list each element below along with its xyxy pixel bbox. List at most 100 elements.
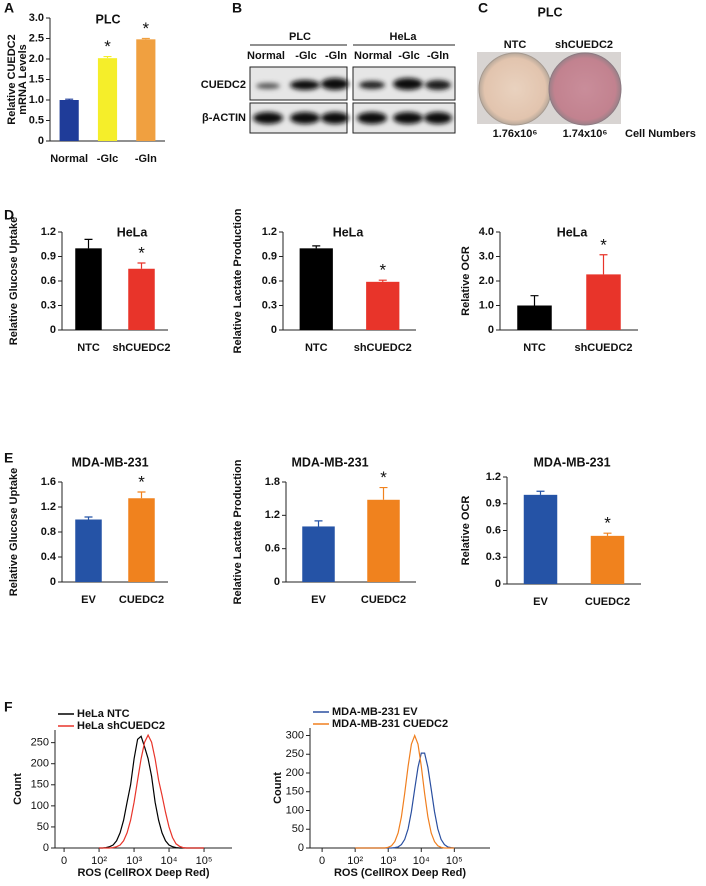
bar <box>75 519 102 582</box>
significance: * <box>138 472 145 491</box>
error-bar <box>603 532 612 536</box>
y-tick-label: 0 <box>43 842 49 854</box>
bar <box>302 526 335 582</box>
blot-group: PLC <box>289 31 311 43</box>
y-tick-label: 0.9 <box>41 250 56 262</box>
y-axis-label: Relative Lactate Production <box>232 459 244 604</box>
y-tick-label: 1.2 <box>41 501 56 513</box>
y-tick-label: 0 <box>274 576 280 588</box>
y-tick-label: 0.8 <box>41 526 56 538</box>
x-tick-label: 0 <box>319 855 325 867</box>
error-bar <box>141 37 150 40</box>
legend-label: MDA-MB-231 EV <box>332 706 418 718</box>
western-blot: PLC HeLa Normal -Glc -Gln Normal -Glc -G… <box>201 31 456 134</box>
y-tick-label: 0 <box>495 578 501 590</box>
y-tick-label: 1.2 <box>262 226 277 238</box>
x-tick-label: -Glc <box>97 153 118 165</box>
y-tick-label: 1.6 <box>41 476 56 488</box>
x-tick-label: 10² <box>91 855 107 867</box>
significance: * <box>143 19 150 38</box>
y-tick-label: 0.3 <box>41 299 56 311</box>
y-tick-label: 0 <box>298 842 304 854</box>
x-tick-label: CUEDC2 <box>119 594 164 606</box>
y-tick-label: 300 <box>286 729 304 741</box>
significance: * <box>600 235 607 254</box>
x-tick-label: 10⁴ <box>161 855 178 867</box>
y-tick-label: 0.9 <box>486 498 501 510</box>
chart-title: HeLa <box>117 225 149 239</box>
x-tick-label: shCUEDC2 <box>354 342 412 354</box>
panel-label: A <box>4 0 14 16</box>
lane-label: -Glc <box>398 50 419 62</box>
chart-title: MDA-MB-231 <box>533 455 610 469</box>
y-tick-label: 2.5 <box>29 32 44 44</box>
y-tick-label: 2.0 <box>29 53 44 65</box>
y-axis-label: Count <box>272 772 284 804</box>
plate-title: PLC <box>538 5 563 19</box>
x-tick-label: EV <box>81 594 96 606</box>
x-tick-label: NTC <box>305 342 328 354</box>
x-tick-label: CUEDC2 <box>585 596 630 608</box>
y-axis-label: mRNA Levels <box>17 44 29 115</box>
y-tick-label: 0.6 <box>41 275 56 287</box>
y-tick-label: 1.2 <box>265 509 280 521</box>
x-tick-label: 10³ <box>380 855 396 867</box>
error-bar <box>312 245 321 249</box>
y-tick-label: 0 <box>488 324 494 336</box>
y-tick-label: 150 <box>286 786 304 798</box>
y-tick-label: 1.8 <box>265 476 280 488</box>
y-tick-label: 3.0 <box>479 250 494 262</box>
x-tick-label: 10³ <box>126 855 142 867</box>
y-tick-label: 0.6 <box>265 543 280 555</box>
bar <box>59 100 79 141</box>
cell-count-label: Cell Numbers <box>625 128 696 140</box>
x-tick-label: 10⁵ <box>446 855 463 867</box>
y-tick-label: 200 <box>31 758 49 770</box>
panel-label: B <box>232 0 242 16</box>
lane-label: Normal <box>354 50 392 62</box>
bar <box>366 281 400 330</box>
error-bar <box>103 55 112 59</box>
x-tick-label: Normal <box>50 153 88 165</box>
legend-label: HeLa shCUEDC2 <box>77 720 165 732</box>
bar <box>523 494 558 584</box>
y-tick-label: 1.5 <box>29 73 44 85</box>
cell-count: 1.76x10⁶ <box>493 128 538 140</box>
lane-label: -Glc <box>295 50 316 62</box>
blot-row-label: CUEDC2 <box>201 79 246 91</box>
x-tick-label: 0 <box>61 855 67 867</box>
x-tick-label: 10⁴ <box>413 855 430 867</box>
y-tick-label: 250 <box>31 737 49 749</box>
y-tick-label: 1.2 <box>486 471 501 483</box>
significance: * <box>138 244 145 263</box>
y-axis-label: Relative Glucose Uptake <box>8 468 20 596</box>
y-axis-label: Relative OCR <box>460 246 472 316</box>
y-tick-label: 0 <box>50 576 56 588</box>
bar <box>136 39 156 141</box>
blot-row-label: β-ACTIN <box>202 112 246 124</box>
x-axis-label: ROS (CellROX Deep Red) <box>77 867 209 879</box>
plate-sample: shCUEDC2 <box>555 39 613 51</box>
error-bar <box>379 486 388 500</box>
chart-title: MDA-MB-231 <box>291 455 368 469</box>
x-tick-label: -Gln <box>135 153 157 165</box>
blot-group: HeLa <box>390 31 418 43</box>
plate-photo: PLC NTC shCUEDC2 1.76x10⁶ 1.74x10⁶ Cell … <box>477 5 696 140</box>
x-tick-label: EV <box>311 594 326 606</box>
significance: * <box>104 37 111 56</box>
x-tick-label: 10⁵ <box>196 855 213 867</box>
y-tick-label: 0.6 <box>262 275 277 287</box>
error-bar <box>378 279 387 282</box>
y-axis-label: Count <box>12 773 24 805</box>
legend-label: MDA-MB-231 CUEDC2 <box>332 718 448 730</box>
chart-title: HeLa <box>333 225 365 239</box>
x-tick-label: shCUEDC2 <box>112 342 170 354</box>
y-tick-label: 0.4 <box>41 551 57 563</box>
panel-label: F <box>4 699 13 715</box>
chart-title: HeLa <box>557 225 589 239</box>
x-tick-label: shCUEDC2 <box>574 342 632 354</box>
bar <box>75 248 102 330</box>
y-tick-label: 4.0 <box>479 226 494 238</box>
y-tick-label: 0.3 <box>486 551 501 563</box>
